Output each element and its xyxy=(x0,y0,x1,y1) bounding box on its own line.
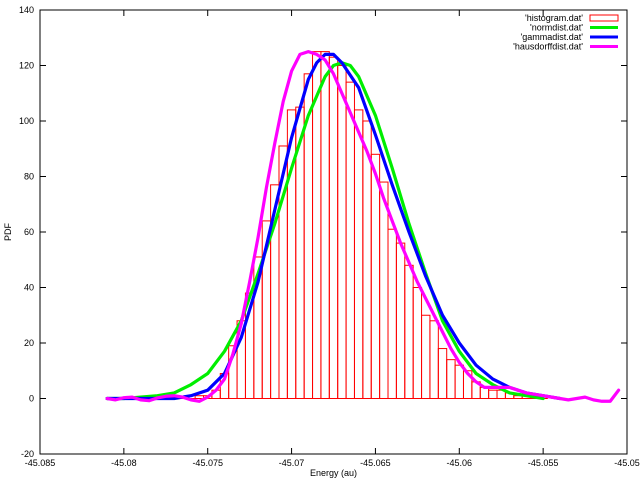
histogram-bar xyxy=(345,81,355,400)
x-tick-label: -45.065 xyxy=(360,458,391,468)
y-axis-label: PDF xyxy=(3,222,13,241)
histogram-bar xyxy=(328,56,339,400)
legend-swatch xyxy=(589,14,619,22)
histogram-bar xyxy=(370,153,381,399)
y-tick-label: 60 xyxy=(24,227,34,237)
histogram-bar xyxy=(395,242,406,399)
legend-label: 'histogram.dat' xyxy=(525,13,583,23)
legend-label: 'hausdorffdist.dat' xyxy=(513,42,583,52)
histogram-bar xyxy=(404,264,414,399)
series-line-hausdorffdist xyxy=(105,50,621,403)
y-tick-label: 100 xyxy=(19,116,34,126)
x-tick-label: -45.07 xyxy=(279,458,305,468)
x-tick-label: -45.055 xyxy=(528,458,559,468)
y-tick-label: 20 xyxy=(24,338,34,348)
series-line-gammadist xyxy=(105,52,562,401)
histogram-bar xyxy=(479,386,490,399)
histogram-bar xyxy=(488,389,498,399)
y-tick-label: -20 xyxy=(21,449,34,459)
legend-label: 'normdist.dat' xyxy=(530,23,583,33)
x-tick-label: -45.075 xyxy=(192,458,223,468)
distribution-curves xyxy=(105,50,621,403)
histogram-bar xyxy=(387,228,397,399)
y-tick-label: 120 xyxy=(19,61,34,71)
legend: 'histogram.dat''normdist.dat''gammadist.… xyxy=(513,13,619,52)
y-tick-label: 40 xyxy=(24,283,34,293)
y-tick-label: 0 xyxy=(29,394,34,404)
x-axis-label: Energy (au) xyxy=(310,468,357,478)
histogram-bar xyxy=(320,51,330,399)
legend-label: 'gammadist.dat' xyxy=(521,32,584,42)
histogram-bar xyxy=(446,359,456,399)
y-tick-label: 80 xyxy=(24,172,34,182)
histogram-bar xyxy=(429,320,439,399)
histogram-bar xyxy=(353,109,364,400)
x-tick-label: -45.08 xyxy=(111,458,137,468)
histogram-bar xyxy=(412,287,423,399)
histogram-bars xyxy=(177,51,548,400)
axis-ticks: -45.085 -45.08 -45.075 -45.07 -45.065 -45.06 -… xyxy=(19,5,640,468)
histogram-bar xyxy=(337,65,347,399)
x-tick-label: -45.06 xyxy=(447,458,473,468)
histogram-bar xyxy=(454,364,464,400)
x-tick-label: -45.085 xyxy=(25,458,56,468)
y-tick-label: 140 xyxy=(19,5,34,15)
histogram-bar xyxy=(379,181,389,399)
histogram-bar xyxy=(421,314,431,399)
histogram-bar xyxy=(437,348,448,399)
x-tick-label: -45.05 xyxy=(614,458,640,468)
series-line-normdist xyxy=(105,61,545,401)
